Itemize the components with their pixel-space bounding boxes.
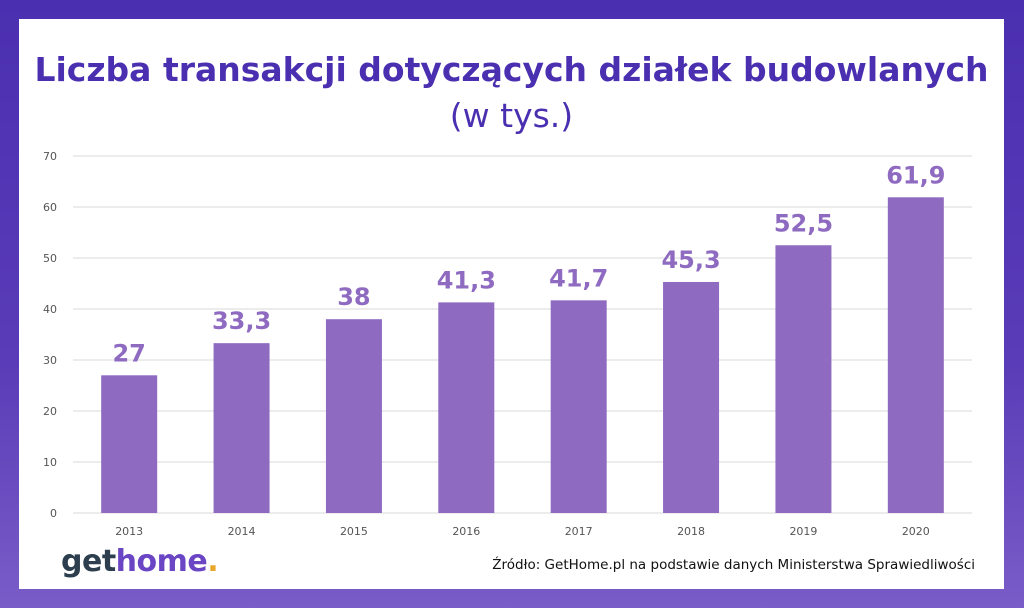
bar — [887, 197, 944, 513]
bar — [101, 375, 158, 513]
x-tick-label: 2014 — [228, 525, 256, 538]
logo-text-home: home — [115, 544, 208, 579]
bar — [438, 302, 495, 513]
bar-value-label: 45,3 — [661, 246, 720, 274]
y-tick-label: 40 — [43, 303, 57, 316]
bar-chart: 0 10 20 30 40 50 60 70 27 2013 33,3 2014 38 2015 41,3 2… — [43, 150, 972, 538]
x-tick-label: 2018 — [677, 525, 705, 538]
bar-value-label: 38 — [337, 283, 370, 311]
logo-dot: . — [207, 544, 219, 579]
bar — [550, 300, 607, 513]
bar-value-label: 41,3 — [437, 266, 496, 294]
chart-title-bold: Liczba transakcji dotyczących działek bu… — [34, 50, 989, 89]
bar-value-label: 33,3 — [212, 307, 271, 335]
x-tick-label: 2019 — [789, 525, 817, 538]
bar-value-label: 41,7 — [549, 264, 608, 292]
x-tick-label: 2015 — [340, 525, 368, 538]
chart-card: Liczba transakcji dotyczących działek bu… — [19, 19, 1004, 589]
x-tick-label: 2020 — [902, 525, 930, 538]
y-tick-label: 30 — [43, 354, 57, 367]
bar-value-label: 52,5 — [774, 209, 833, 237]
x-tick-label: 2013 — [115, 525, 143, 538]
y-tick-label: 60 — [43, 201, 57, 214]
bar — [775, 245, 832, 513]
chart-title: Liczba transakcji dotyczących działek bu… — [19, 47, 1004, 139]
y-tick-label: 0 — [50, 507, 57, 520]
y-tick-label: 70 — [43, 150, 57, 163]
logo-text-get: get — [61, 544, 116, 579]
bar-value-label: 61,9 — [886, 161, 945, 189]
chart-title-unit: (w tys.) — [449, 96, 574, 135]
x-tick-label: 2016 — [452, 525, 480, 538]
bar-value-label: 27 — [112, 339, 145, 367]
bar — [213, 343, 270, 513]
y-tick-label: 20 — [43, 405, 57, 418]
bar — [325, 319, 382, 513]
bar — [663, 281, 720, 513]
gethome-logo: gethome. — [61, 544, 219, 579]
x-tick-label: 2017 — [565, 525, 593, 538]
source-note: Źródło: GetHome.pl na podstawie danych M… — [492, 557, 975, 573]
y-tick-label: 50 — [43, 252, 57, 265]
y-tick-label: 10 — [43, 456, 57, 469]
